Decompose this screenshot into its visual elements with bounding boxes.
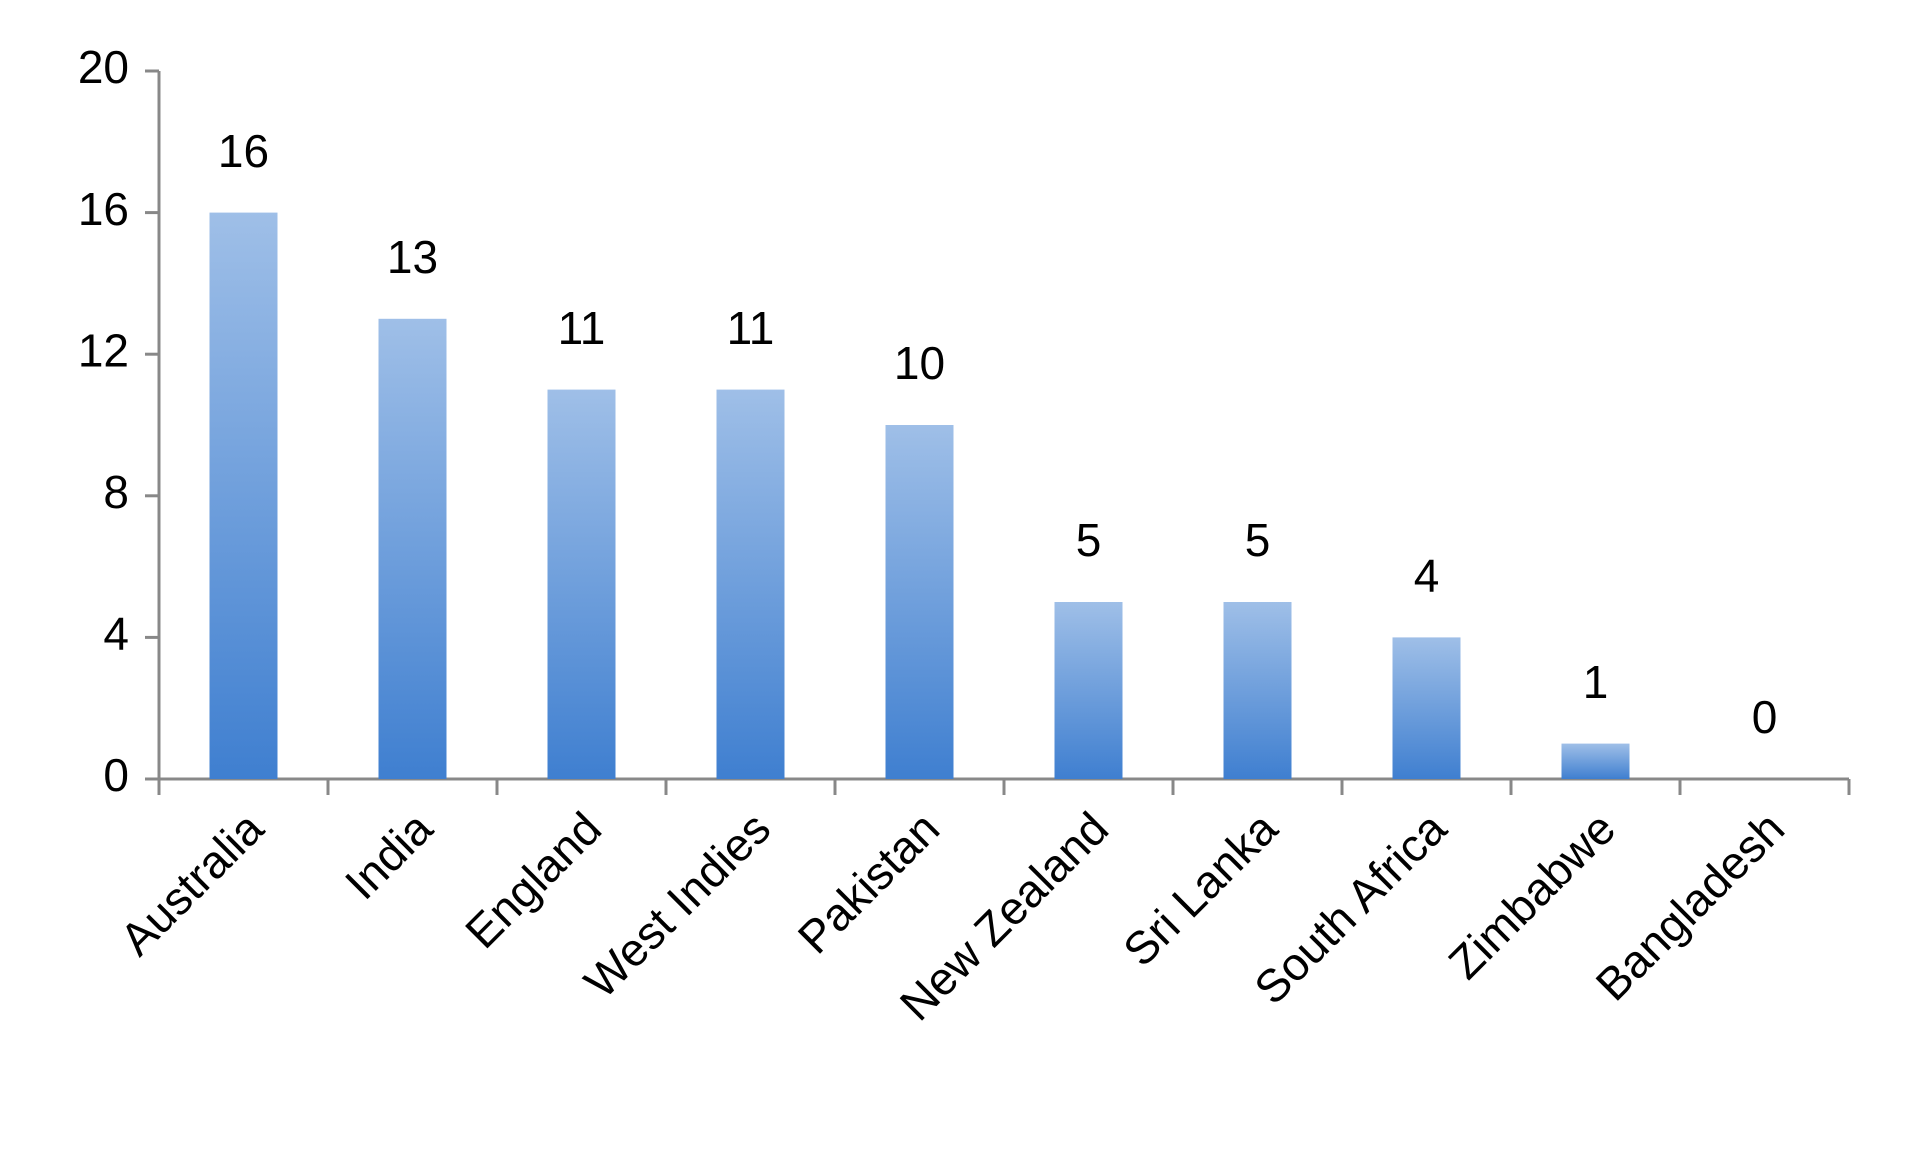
value-label: 10 bbox=[894, 337, 945, 389]
value-label: 5 bbox=[1245, 514, 1271, 566]
value-label: 0 bbox=[1752, 691, 1778, 743]
value-label: 11 bbox=[558, 302, 606, 354]
bar bbox=[885, 425, 954, 779]
value-label: 5 bbox=[1076, 514, 1102, 566]
y-tick-label: 16 bbox=[78, 183, 129, 235]
bar bbox=[1223, 602, 1292, 779]
bar bbox=[209, 212, 278, 780]
bar bbox=[1392, 637, 1461, 779]
value-label: 13 bbox=[387, 231, 438, 283]
x-tick-label: Sri Lanka bbox=[1113, 802, 1287, 976]
y-tick-label: 8 bbox=[103, 466, 129, 518]
bar bbox=[1054, 602, 1123, 779]
bar bbox=[716, 389, 785, 779]
x-tick-label: Zimbabwe bbox=[1438, 802, 1625, 989]
value-label: 11 bbox=[727, 302, 775, 354]
y-tick-label: 4 bbox=[103, 608, 129, 660]
x-tick-label: England bbox=[455, 802, 611, 958]
value-label: 16 bbox=[218, 125, 269, 177]
y-tick-label: 12 bbox=[78, 324, 129, 376]
bar bbox=[547, 389, 616, 779]
bar bbox=[378, 318, 447, 779]
value-label: 1 bbox=[1583, 656, 1609, 708]
value-label: 4 bbox=[1414, 550, 1440, 602]
y-tick-label: 20 bbox=[78, 41, 129, 93]
x-tick-label: Australia bbox=[110, 802, 274, 966]
bar bbox=[1561, 743, 1630, 779]
x-tick-label: Pakistan bbox=[788, 802, 950, 964]
x-tick-label: India bbox=[335, 802, 443, 910]
y-tick-label: 0 bbox=[103, 749, 129, 801]
